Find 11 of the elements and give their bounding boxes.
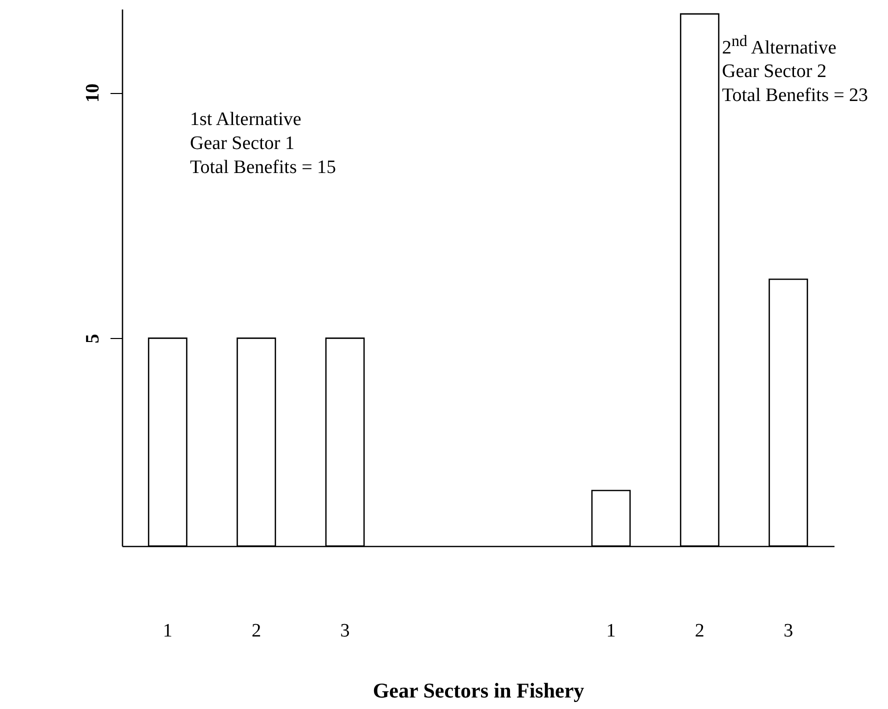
y-tick-label: 5 (82, 334, 104, 344)
annotation: 1st Alternative Gear Sector 1 Total Benefits = 15 (190, 108, 336, 180)
x-tick-label: 1 (606, 620, 616, 642)
x-tick-label: 1 (162, 620, 172, 642)
y-tick-label: 10 (82, 84, 104, 103)
annotation: 2$^{nd}$ Alternative Gear Sector 2 Total Benefits = 23 (722, 32, 868, 108)
x-tick-label: 2 (252, 620, 262, 642)
x-tick-label: 2 (694, 620, 704, 642)
x-axis-title: Gear Sectors in Fishery (372, 678, 585, 702)
x-tick-label: 3 (340, 620, 350, 642)
x-tick-label: 3 (784, 620, 794, 642)
